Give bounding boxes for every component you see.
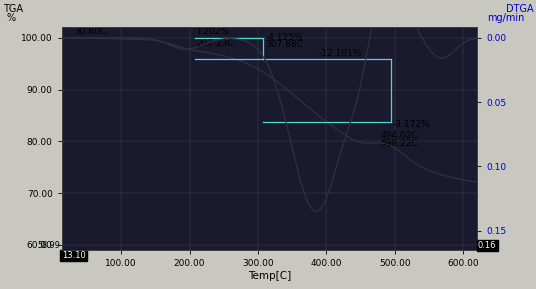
Text: TGA: TGA bbox=[3, 4, 23, 14]
Text: mg/min: mg/min bbox=[487, 13, 524, 23]
Text: T:202%: T:202% bbox=[196, 27, 229, 36]
Text: 58.99: 58.99 bbox=[38, 241, 61, 250]
Text: DTGA: DTGA bbox=[505, 4, 533, 14]
Text: 307.88C: 307.88C bbox=[265, 40, 303, 49]
Text: 494.02C: 494.02C bbox=[381, 131, 418, 140]
Text: 598.22C: 598.22C bbox=[381, 139, 418, 148]
Text: 30.80C: 30.80C bbox=[75, 27, 107, 36]
X-axis label: Temp[C]: Temp[C] bbox=[248, 271, 291, 281]
Text: %: % bbox=[7, 13, 16, 23]
Text: 207.23C: 207.23C bbox=[196, 38, 234, 48]
Text: 0.16: 0.16 bbox=[478, 241, 496, 250]
Text: -3.172%: -3.172% bbox=[393, 120, 430, 129]
Text: -12.101%: -12.101% bbox=[318, 49, 362, 58]
Text: 13.10: 13.10 bbox=[62, 251, 85, 260]
Text: -4.125%: -4.125% bbox=[265, 33, 303, 42]
